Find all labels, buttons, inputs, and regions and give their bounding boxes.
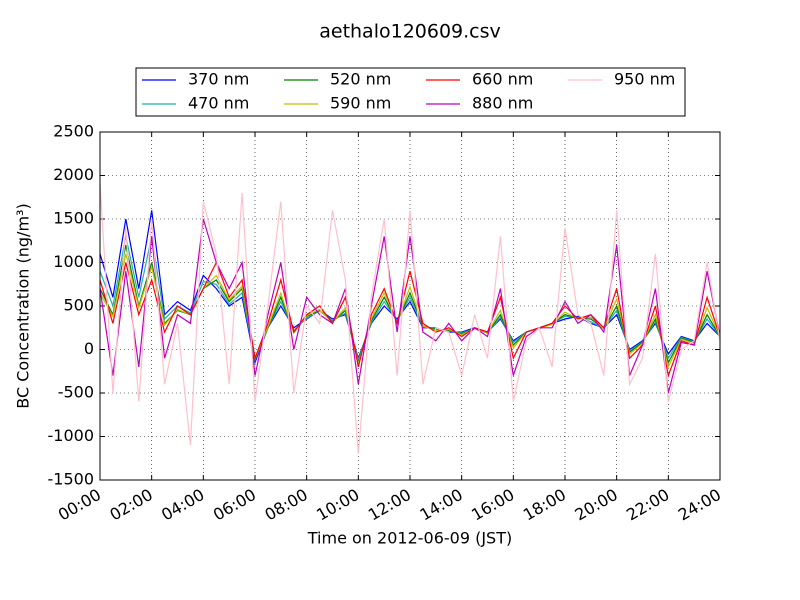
x-tick-label: 02:00 [106,485,155,525]
x-tick-label: 08:00 [261,485,310,525]
legend-label: 880 nm [472,94,533,113]
x-tick-label: 14:00 [416,485,465,525]
x-tick-label: 16:00 [468,485,517,525]
data-line [99,210,721,365]
x-tick-label: 00:00 [55,485,104,525]
legend-label: 520 nm [330,70,391,89]
y-tick-label: 2500 [53,122,94,141]
y-tick-label: 2000 [53,165,94,184]
legend-label: 370 nm [188,70,249,89]
data-line [99,218,721,394]
chart-title: aethalo120609.csv [319,21,501,43]
x-tick-label: 10:00 [313,485,362,525]
x-axis-label: Time on 2012-06-09 (JST) [307,529,512,548]
x-tick-label: 20:00 [571,485,620,525]
legend-box [135,67,686,117]
y-tick-label: 500 [63,296,94,315]
x-tick-label: 18:00 [520,485,569,525]
legend-label: 470 nm [188,94,249,113]
x-tick-label: 12:00 [365,485,414,525]
y-tick-label: -500 [58,383,94,402]
legend-label: 660 nm [472,70,533,89]
data-line [99,184,721,454]
legend-label: 590 nm [330,94,391,113]
plot-frame [99,131,721,481]
legend-label: 950 nm [614,70,675,89]
y-tick-label: 1000 [53,252,94,271]
x-tick-label: 24:00 [675,485,724,525]
x-tick-label: 22:00 [623,485,672,525]
y-tick-label: 0 [84,339,94,358]
y-axis-label: BC Concentration (ng/m³) [14,203,33,408]
data-line [99,236,721,363]
y-tick-label: -1500 [48,470,95,489]
x-tick-label: 06:00 [210,485,259,525]
x-tick-label: 04:00 [158,485,207,525]
y-tick-label: -1000 [48,426,95,445]
y-tick-label: 1500 [53,209,94,228]
data-line [99,260,721,378]
